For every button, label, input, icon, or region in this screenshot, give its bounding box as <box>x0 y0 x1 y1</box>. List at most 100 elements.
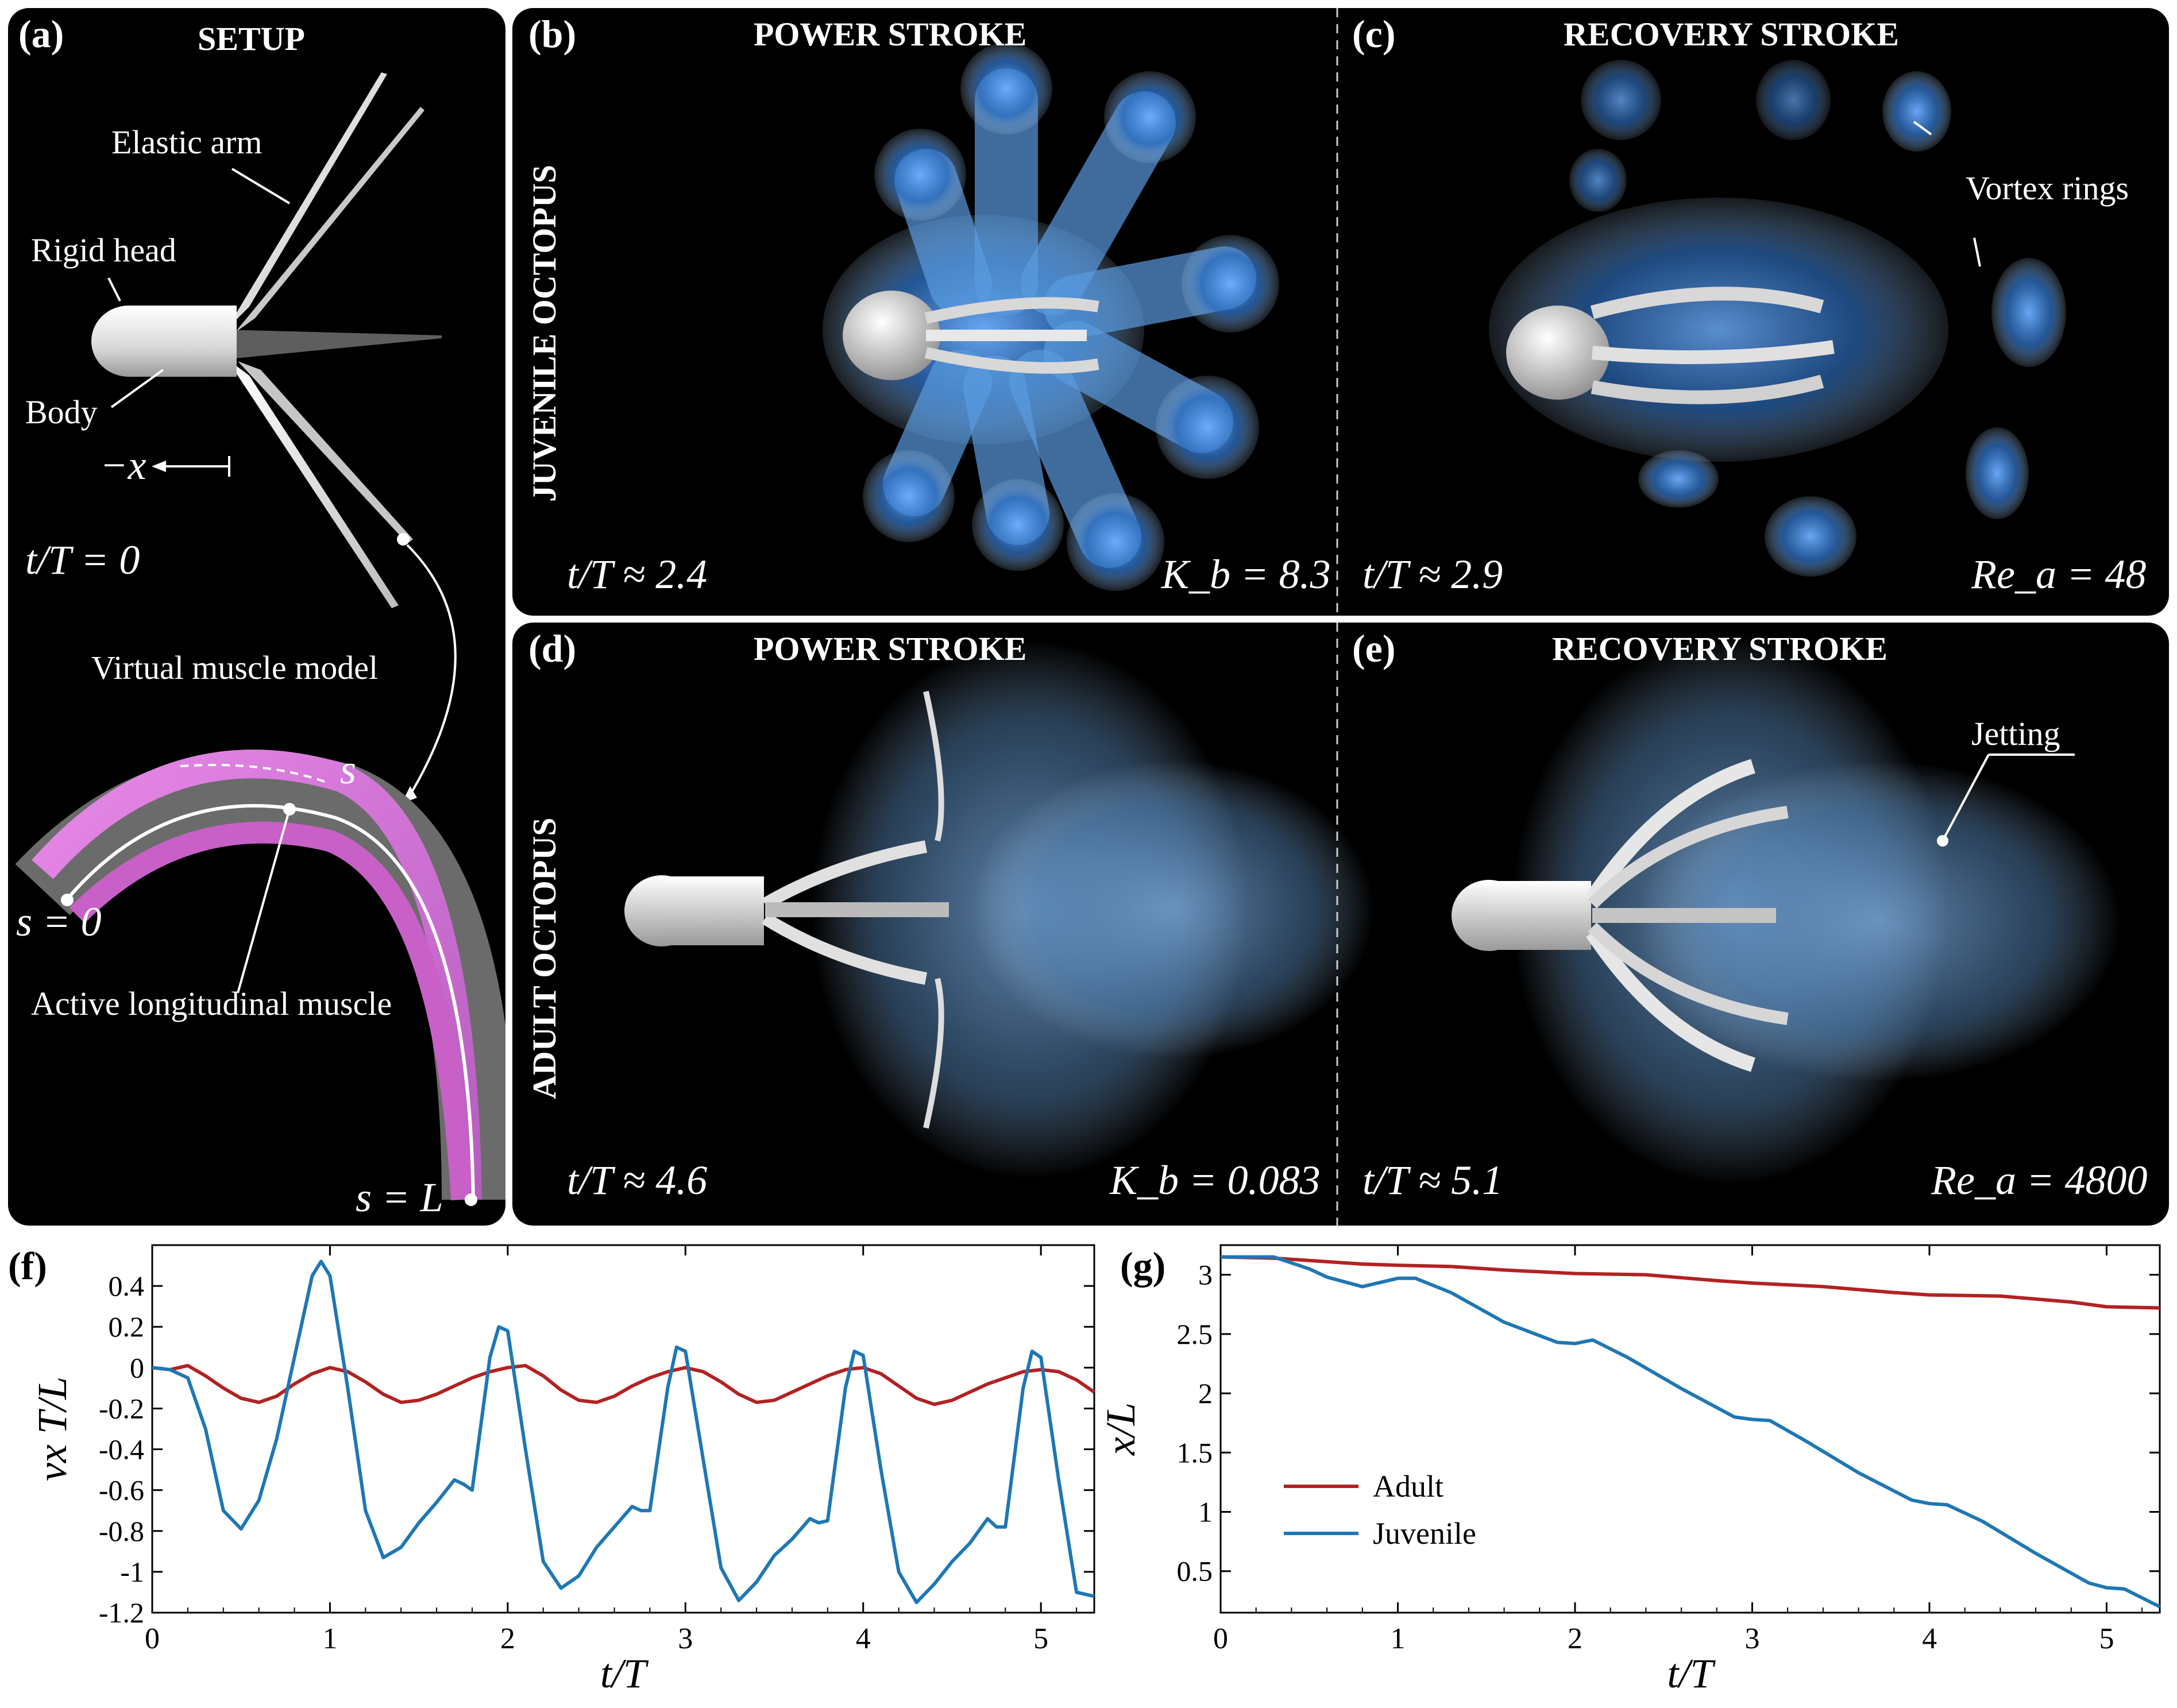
panel-b-label: (b) <box>528 12 577 56</box>
x-tick-label: 3 <box>678 1622 693 1655</box>
panel-a-title: SETUP <box>198 20 305 57</box>
rigid-head-pointer <box>107 277 121 302</box>
body-pointer <box>110 369 164 408</box>
panel-d-label: (d) <box>528 627 577 670</box>
series-adult-line <box>1220 1255 2160 1310</box>
panel-c-title: RECOVERY STROKE <box>1564 16 1899 53</box>
virtual-muscle-label: Virtual muscle model <box>91 649 379 686</box>
panel-b-time: t/T ≈ 2.4 <box>567 551 708 597</box>
y-tick-label: 0 <box>130 1351 144 1384</box>
s-label: s <box>340 747 357 793</box>
muscle-model-arrow <box>406 544 457 796</box>
chart-f-frame <box>151 1244 1095 1614</box>
panel-de-adult: (d) POWER STROKE (e) RECOVERY STROKE ADU… <box>512 623 2169 1226</box>
active-muscle-label: Active longitudinal muscle <box>31 985 392 1022</box>
panel-a-setup: (a) SETUP Elastic arm Rigid head Body −x… <box>8 8 505 1226</box>
panel-f-label: (f) <box>8 1244 47 1288</box>
curved-arm-pink-lower <box>69 821 473 1201</box>
y-tick-label: 0.5 <box>1177 1555 1213 1587</box>
adult-recovery-stroke-octopus <box>1452 634 2121 1185</box>
x-tick-label: 1 <box>322 1622 337 1655</box>
y-tick-label: -0.2 <box>99 1392 144 1424</box>
adult-power-stroke-octopus <box>624 640 1374 1180</box>
x-tick-label: 5 <box>2099 1622 2114 1655</box>
legend-juvenile-label: Juvenile <box>1373 1516 1476 1551</box>
y-tick-label: -0.4 <box>99 1433 144 1466</box>
panel-g-label: (g) <box>1120 1244 1166 1288</box>
x-axis-label: t/T <box>1667 1651 1716 1697</box>
y-tick-label: -1.2 <box>99 1597 144 1629</box>
panel-b-title: POWER STROKE <box>754 16 1027 53</box>
setup-time-label: t/T = 0 <box>25 537 140 583</box>
body-label: Body <box>25 393 98 431</box>
y-axis-label: vx T/L <box>29 1377 75 1481</box>
x-tick-label: 2 <box>1568 1622 1582 1655</box>
setup-illustration <box>15 72 505 1206</box>
juvenile-recovery-stroke-octopus <box>1489 60 2066 577</box>
x-tick-label: 4 <box>1922 1622 1937 1655</box>
chart-f: 0 1 2 3 4 5 0.4 0.2 0 -0.2 -0.4 -0.6 -0.8 -1 -1.2 t/T vx… <box>29 1244 1095 1697</box>
vortex-rings-label: Vortex rings <box>1966 169 2129 207</box>
y-tick-label: 0.2 <box>109 1311 145 1343</box>
arm-upper-2 <box>235 107 424 333</box>
x-tick-label: 0 <box>1213 1622 1228 1655</box>
y-tick-label: -1 <box>120 1556 144 1588</box>
y-tick-label: 1 <box>1198 1496 1213 1528</box>
vortex-ring-pointer-2 <box>1973 237 1981 267</box>
panel-c-label: (c) <box>1352 12 1396 56</box>
juvenile-power-stroke-octopus <box>823 42 1279 591</box>
y-tick-label: 2.5 <box>1177 1318 1213 1350</box>
s0-marker <box>61 894 74 906</box>
panel-e-label: (e) <box>1352 627 1396 670</box>
body <box>128 306 237 377</box>
x-axis-label: t/T <box>600 1651 649 1697</box>
sL-marker <box>465 1193 477 1206</box>
y-tick-label: 0.4 <box>109 1270 145 1302</box>
y-tick-label: 3 <box>1198 1259 1213 1291</box>
panel-bc-juvenile: (b) POWER STROKE (c) RECOVERY STROKE JUV… <box>512 8 2169 616</box>
elastic-arm-label: Elastic arm <box>111 123 263 161</box>
y-tick-label: 1.5 <box>1177 1436 1213 1469</box>
elastic-arm-pointer <box>231 168 291 204</box>
panel-e-title: RECOVERY STROKE <box>1552 630 1887 667</box>
x-tick-label: 2 <box>500 1622 515 1655</box>
panel-d-param: K_b = 0.083 <box>1110 1157 1321 1203</box>
juvenile-flow-visualization <box>823 8 2066 616</box>
x-tick-label: 1 <box>1390 1622 1405 1655</box>
series-juvenile-line <box>152 1259 1095 1605</box>
panel-d-title: POWER STROKE <box>754 630 1027 667</box>
muscle-pointer <box>237 809 291 994</box>
panel-a-label: (a) <box>18 12 64 56</box>
y-tick-label: -0.8 <box>99 1515 144 1547</box>
vortex-ring-pointer-1 <box>1913 121 1932 136</box>
x-tick-label: 5 <box>1033 1622 1048 1655</box>
series-adult-line <box>152 1363 1095 1406</box>
adult-flow-visualization <box>624 623 2121 1226</box>
arm-mid <box>226 330 442 358</box>
panel-d-time: t/T ≈ 4.6 <box>567 1157 708 1203</box>
s-dashed <box>180 764 330 785</box>
x-tick-label: 4 <box>856 1622 871 1655</box>
chart-g-frame <box>1219 1244 2161 1614</box>
arm-upper-1 <box>226 72 387 330</box>
y-tick-label: -0.6 <box>99 1474 144 1506</box>
centerline <box>64 804 475 1200</box>
s0-label: s = 0 <box>16 899 102 945</box>
arm-lower-2 <box>238 361 413 543</box>
y-axis-label: x/L <box>1098 1402 1144 1456</box>
legend-adult-label: Adult <box>1373 1469 1443 1504</box>
series-juvenile-line <box>1221 1255 2161 1609</box>
panel-c-time: t/T ≈ 2.9 <box>1362 551 1503 597</box>
chart-g: 0 1 2 3 4 5 0.5 1 1.5 2 2.5 3 t/T x/L Adult Juvenile <box>1098 1244 2161 1697</box>
y-tick-label: 2 <box>1198 1377 1213 1409</box>
sL-label: s = L <box>356 1174 443 1220</box>
x-tick-label: 3 <box>1744 1622 1759 1655</box>
arm-point-marker <box>397 533 410 546</box>
panel-b-param: K_b = 8.3 <box>1161 551 1331 597</box>
x-tick-label: 0 <box>145 1622 160 1655</box>
minus-x-label: −x <box>100 442 146 488</box>
panel-c-param: Re_a = 48 <box>1971 551 2147 597</box>
panel-e-time: t/T ≈ 5.1 <box>1362 1157 1503 1203</box>
jetting-pointer <box>1941 754 1990 841</box>
